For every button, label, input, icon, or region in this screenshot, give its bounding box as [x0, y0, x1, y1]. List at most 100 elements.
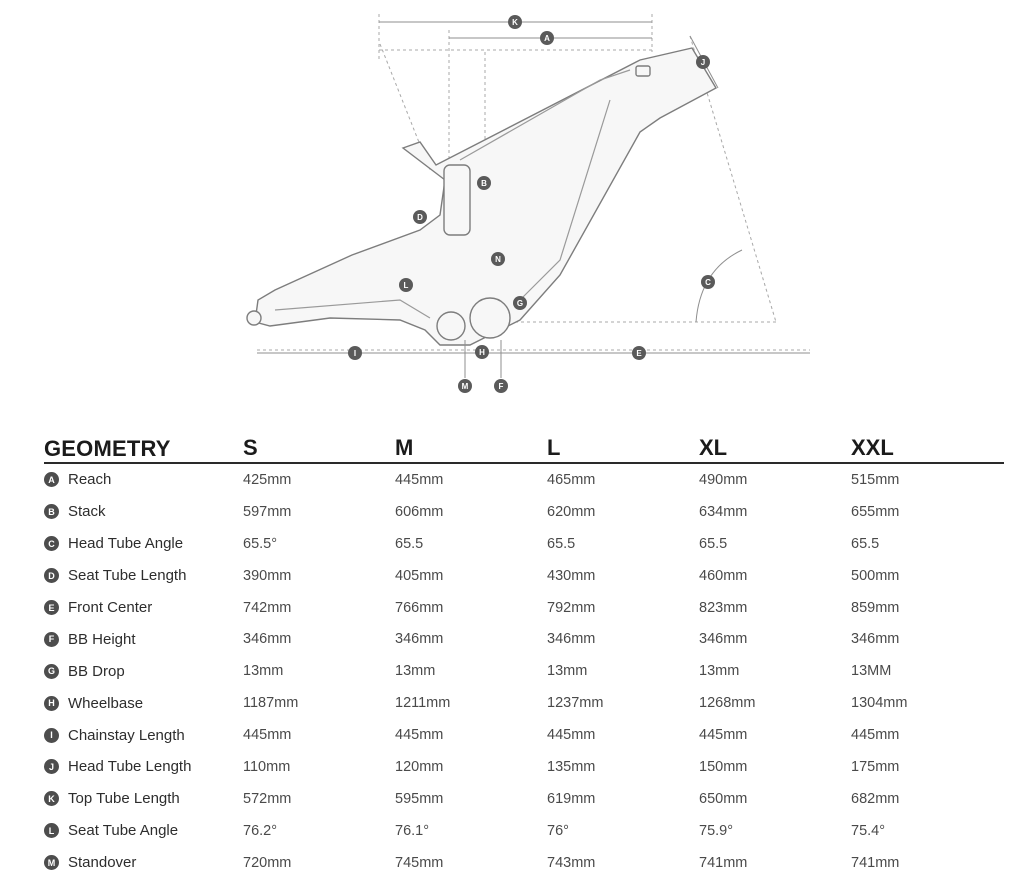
- table-cell: 13mm: [547, 663, 588, 680]
- diagram-marker-l: L: [399, 278, 413, 292]
- geometry-table: GEOMETRY S M L XL XXL A Reach 425mm 445mm…: [44, 428, 1004, 879]
- svg-text:C: C: [705, 278, 711, 287]
- table-cell: 792mm: [547, 599, 596, 616]
- table-cell: 346mm: [851, 631, 900, 648]
- geometry-table-header: GEOMETRY S M L XL XXL: [44, 428, 1004, 464]
- table-cell: 595mm: [395, 790, 444, 807]
- row-key-badge: G: [44, 663, 59, 679]
- table-cell: 445mm: [395, 471, 444, 488]
- table-cell: 650mm: [699, 790, 748, 807]
- table-cell: 742mm: [243, 599, 292, 616]
- diagram-marker-g: G: [513, 296, 527, 310]
- row-label: Standover: [68, 854, 137, 872]
- diagram-marker-c: C: [701, 275, 715, 289]
- table-cell: 445mm: [547, 727, 596, 744]
- table-row: A Reach 425mm 445mm 465mm 490mm 515mm: [44, 464, 1004, 496]
- svg-text:B: B: [481, 179, 487, 188]
- table-cell: 445mm: [243, 727, 292, 744]
- row-key-badge: F: [44, 631, 59, 647]
- table-cell: 741mm: [851, 854, 900, 871]
- table-cell: 859mm: [851, 599, 900, 616]
- table-cell: 75.4°: [851, 822, 886, 839]
- rear-axle: [246, 310, 262, 326]
- table-cell: 1237mm: [547, 695, 604, 712]
- diagram-marker-f: F: [494, 379, 508, 393]
- table-row: D Seat Tube Length 390mm 405mm 430mm 460m…: [44, 560, 1004, 592]
- table-cell: 13mm: [243, 663, 284, 680]
- table-cell: 1304mm: [851, 695, 908, 712]
- row-label: Head Tube Length: [68, 758, 192, 776]
- table-cell: 13mm: [395, 663, 436, 680]
- chainstay-detail: [274, 299, 431, 319]
- table-cell: 597mm: [243, 503, 292, 520]
- table-cell: 150mm: [699, 758, 748, 775]
- motor-housing: [469, 297, 511, 339]
- diagram-marker-j: J: [696, 55, 710, 69]
- svg-text:G: G: [517, 299, 523, 308]
- table-cell: 1268mm: [699, 695, 756, 712]
- diagram-marker-i: I: [348, 346, 362, 360]
- row-key-badge: L: [44, 823, 59, 839]
- svg-text:F: F: [499, 382, 504, 391]
- size-header-m: M: [395, 435, 414, 460]
- table-row: C Head Tube Angle 65.5° 65.5 65.5 65.5 65…: [44, 528, 1004, 560]
- table-cell: 13mm: [699, 663, 740, 680]
- row-key-badge: D: [44, 568, 59, 584]
- table-cell: 1187mm: [243, 695, 299, 712]
- row-key-badge: I: [44, 727, 59, 743]
- table-cell: 515mm: [851, 471, 900, 488]
- svg-text:K: K: [512, 18, 518, 27]
- table-cell: 135mm: [547, 758, 596, 775]
- svg-text:J: J: [701, 58, 705, 67]
- table-cell: 745mm: [395, 854, 444, 871]
- table-row: J Head Tube Length 110mm 120mm 135mm 150m…: [44, 751, 1004, 783]
- table-cell: 682mm: [851, 790, 900, 807]
- size-header-l: L: [547, 435, 561, 460]
- table-cell: 120mm: [395, 758, 444, 775]
- rear-shock: [443, 164, 471, 236]
- table-cell: 390mm: [243, 567, 292, 584]
- bike-frame: [254, 47, 717, 346]
- svg-text:D: D: [417, 213, 423, 222]
- table-cell: 13MM: [851, 663, 892, 680]
- svg-text:L: L: [404, 281, 409, 290]
- table-cell: 620mm: [547, 503, 596, 520]
- table-cell: 720mm: [243, 854, 292, 871]
- table-cell: 76°: [547, 822, 569, 839]
- down-tube-detail: [519, 99, 611, 301]
- row-label: Seat Tube Angle: [68, 822, 179, 840]
- table-cell: 766mm: [395, 599, 444, 616]
- row-label: Stack: [68, 503, 106, 521]
- svg-text:H: H: [479, 348, 485, 357]
- diagram-marker-n: N: [491, 252, 505, 266]
- table-cell: 75.9°: [699, 822, 734, 839]
- table-cell: 655mm: [851, 503, 900, 520]
- table-cell: 572mm: [243, 790, 292, 807]
- diagram-marker-b: B: [477, 176, 491, 190]
- size-header-xxl: XXL: [851, 435, 894, 460]
- svg-text:I: I: [354, 349, 356, 358]
- row-label: Top Tube Length: [68, 790, 180, 808]
- row-key-badge: K: [44, 791, 59, 807]
- svg-text:M: M: [462, 382, 469, 391]
- row-key-badge: H: [44, 695, 59, 711]
- svg-text:A: A: [544, 34, 550, 43]
- row-label: Reach: [68, 471, 112, 489]
- table-cell: 634mm: [699, 503, 748, 520]
- table-row: H Wheelbase 1187mm 1211mm 1237mm 1268mm 1…: [44, 687, 1004, 719]
- table-row: B Stack 597mm 606mm 620mm 634mm 655mm: [44, 496, 1004, 528]
- row-label: BB Height: [68, 630, 136, 648]
- table-cell: 175mm: [851, 758, 900, 775]
- table-cell: 110mm: [243, 758, 291, 775]
- table-cell: 500mm: [851, 567, 900, 584]
- table-cell: 606mm: [395, 503, 444, 520]
- geometry-title: GEOMETRY: [44, 436, 171, 461]
- row-label: Chainstay Length: [68, 726, 185, 744]
- table-cell: 425mm: [243, 471, 292, 488]
- row-key-badge: A: [44, 472, 59, 488]
- diagram-marker-h: H: [475, 345, 489, 359]
- table-cell: 65.5: [547, 535, 576, 552]
- diagram-marker-d: D: [413, 210, 427, 224]
- table-cell: 490mm: [699, 471, 748, 488]
- table-cell: 346mm: [395, 631, 444, 648]
